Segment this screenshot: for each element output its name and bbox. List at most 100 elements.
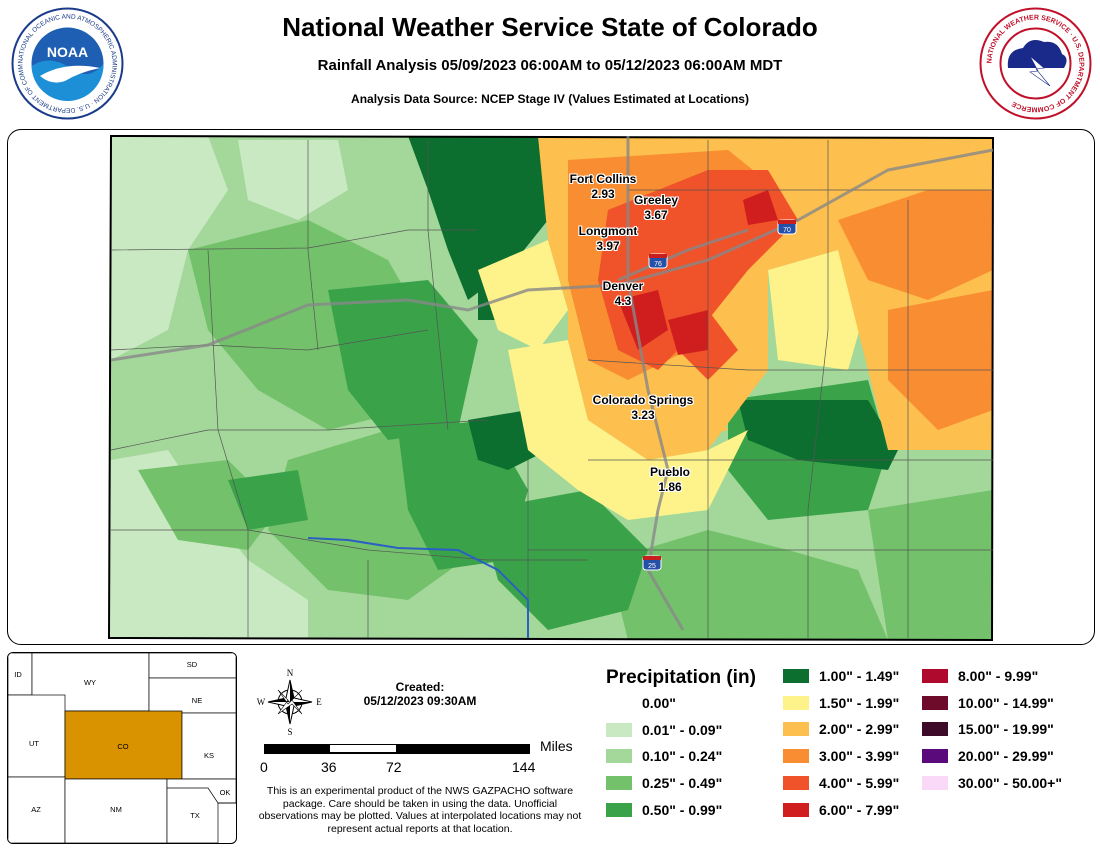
city-label-colorado-springs: Colorado Springs 3.23 <box>578 393 708 423</box>
city-label-denver: Denver 4.3 <box>593 279 653 309</box>
legend-label: 4.00" - 5.99" <box>819 774 900 791</box>
city-value: 2.93 <box>591 187 615 201</box>
created-label: Created: <box>395 680 445 694</box>
compass-rose: N S E W <box>256 667 324 737</box>
inset-label-ne: NE <box>192 696 202 705</box>
legend-label: 2.00" - 2.99" <box>819 721 900 738</box>
legend-item: 0.25" - 0.49" <box>606 775 722 791</box>
legend-swatch <box>783 749 809 764</box>
legend-item: 1.50" - 1.99" <box>783 695 899 711</box>
disclaimer-text: This is an experimental product of the N… <box>258 785 582 835</box>
interstate-shield-25: 25 <box>642 555 662 571</box>
legend-swatch <box>783 722 809 737</box>
legend-swatch <box>783 695 809 710</box>
legend-swatch <box>606 776 632 791</box>
inset-label-az: AZ <box>31 805 41 814</box>
legend-label: 10.00" - 14.99" <box>958 694 1054 711</box>
legend-swatch <box>606 722 632 737</box>
locator-inset-svg: WY SD NE ID UT CO KS AZ NM TX OK <box>8 653 236 843</box>
scale-tick-36: 36 <box>321 759 337 775</box>
legend-item: 0.10" - 0.24" <box>606 748 722 764</box>
inset-label-nm: NM <box>110 805 122 814</box>
city-value: 3.67 <box>644 208 668 222</box>
scale-unit: Miles <box>540 738 573 754</box>
nws-logo: NATIONAL WEATHER SERVICE · U.S. DEPARTME… <box>978 6 1093 121</box>
city-value: 3.97 <box>596 239 620 253</box>
legend-swatch <box>783 669 809 683</box>
city-value: 1.86 <box>658 480 682 494</box>
interstate-76-route <box>617 228 749 282</box>
legend-swatch <box>922 722 948 737</box>
city-label-pueblo: Pueblo 1.86 <box>640 465 700 495</box>
city-name: Pueblo <box>649 465 690 479</box>
city-name: Colorado Springs <box>592 393 694 407</box>
legend-label: 15.00" - 19.99" <box>958 721 1054 738</box>
rainfall-map: 70 76 25 Fort Collins 2.93 Greeley 3.67 … <box>7 129 1095 645</box>
inset-label-id: ID <box>14 670 22 679</box>
shield-25-label: 25 <box>648 563 656 570</box>
city-label-longmont: Longmont 3.97 <box>568 224 648 254</box>
legend-item: 20.00" - 29.99" <box>922 748 1054 764</box>
city-value: 3.23 <box>631 408 655 422</box>
legend-title: Precipitation (in) <box>606 667 756 688</box>
legend-label: 0.00" <box>642 695 676 711</box>
rainfall-map-canvas: 70 76 25 <box>107 134 995 642</box>
inset-label-sd: SD <box>187 660 198 669</box>
legend-item: 30.00" - 50.00+" <box>922 775 1062 791</box>
scale-tick-72: 72 <box>386 759 402 775</box>
legend-item: 4.00" - 5.99" <box>783 775 899 791</box>
legend-swatch <box>783 802 809 817</box>
city-name: Fort Collins <box>569 172 637 186</box>
legend-swatch <box>922 775 948 790</box>
legend-swatch <box>606 802 632 817</box>
river-line <box>307 537 529 638</box>
legend-label: 0.01" - 0.09" <box>642 721 723 738</box>
legend-label: 6.00" - 7.99" <box>819 801 900 818</box>
inset-label-wy: WY <box>84 678 96 687</box>
shield-76-label: 76 <box>654 261 662 268</box>
created-stamp: Created: 05/12/2023 09:30AM <box>340 680 500 708</box>
noaa-logo: NATIONAL OCEANIC AND ATMOSPHERIC ADMINIS… <box>8 1 125 121</box>
inset-label-ok: OK <box>220 788 231 797</box>
legend-label: 1.50" - 1.99" <box>819 694 900 711</box>
legend-swatch <box>606 749 632 764</box>
inset-label-ut: UT <box>29 739 39 748</box>
legend-item: 15.00" - 19.99" <box>922 721 1054 737</box>
legend-item: 1.00" - 1.49" <box>783 668 899 684</box>
legend-label: 1.00" - 1.49" <box>819 668 900 684</box>
legend-label: 30.00" - 50.00+" <box>958 774 1062 791</box>
legend-item: 0.50" - 0.99" <box>606 802 722 818</box>
legend-label: 20.00" - 29.99" <box>958 748 1054 765</box>
legend-swatch <box>783 775 809 790</box>
scale-tick-144: 144 <box>512 759 536 775</box>
interstate-shield-76: 76 <box>648 253 668 269</box>
compass-s: S <box>287 727 292 737</box>
compass-w: W <box>257 697 266 707</box>
compass-n: N <box>287 668 294 678</box>
city-name: Longmont <box>578 224 638 238</box>
inset-label-ks: KS <box>204 751 214 760</box>
legend-item: 6.00" - 7.99" <box>783 802 899 818</box>
legend-item: 0.00" <box>606 695 676 711</box>
legend-item: 3.00" - 3.99" <box>783 748 899 764</box>
legend-label: 8.00" - 9.99" <box>958 668 1039 684</box>
city-value: 4.3 <box>614 294 632 308</box>
inset-label-co: CO <box>117 742 128 751</box>
legend-swatch <box>922 695 948 710</box>
locator-inset-map: WY SD NE ID UT CO KS AZ NM TX OK <box>7 652 237 844</box>
interstate-70-route <box>110 148 994 362</box>
city-label-fort-collins: Fort Collins 2.93 <box>563 172 643 202</box>
legend-item: 0.01" - 0.09" <box>606 722 722 738</box>
shield-70-label: 70 <box>783 227 791 234</box>
city-name: Greeley <box>633 193 679 207</box>
legend-swatch <box>606 696 632 710</box>
scale-bar <box>264 744 530 756</box>
legend-swatch <box>922 749 948 764</box>
city-name: Denver <box>602 279 644 293</box>
legend-swatch <box>922 669 948 683</box>
legend-item: 10.00" - 14.99" <box>922 695 1054 711</box>
legend-label: 0.50" - 0.99" <box>642 801 723 818</box>
compass-e: E <box>316 697 322 707</box>
noaa-logo-text: NOAA <box>47 44 88 60</box>
legend-label: 3.00" - 3.99" <box>819 748 900 765</box>
